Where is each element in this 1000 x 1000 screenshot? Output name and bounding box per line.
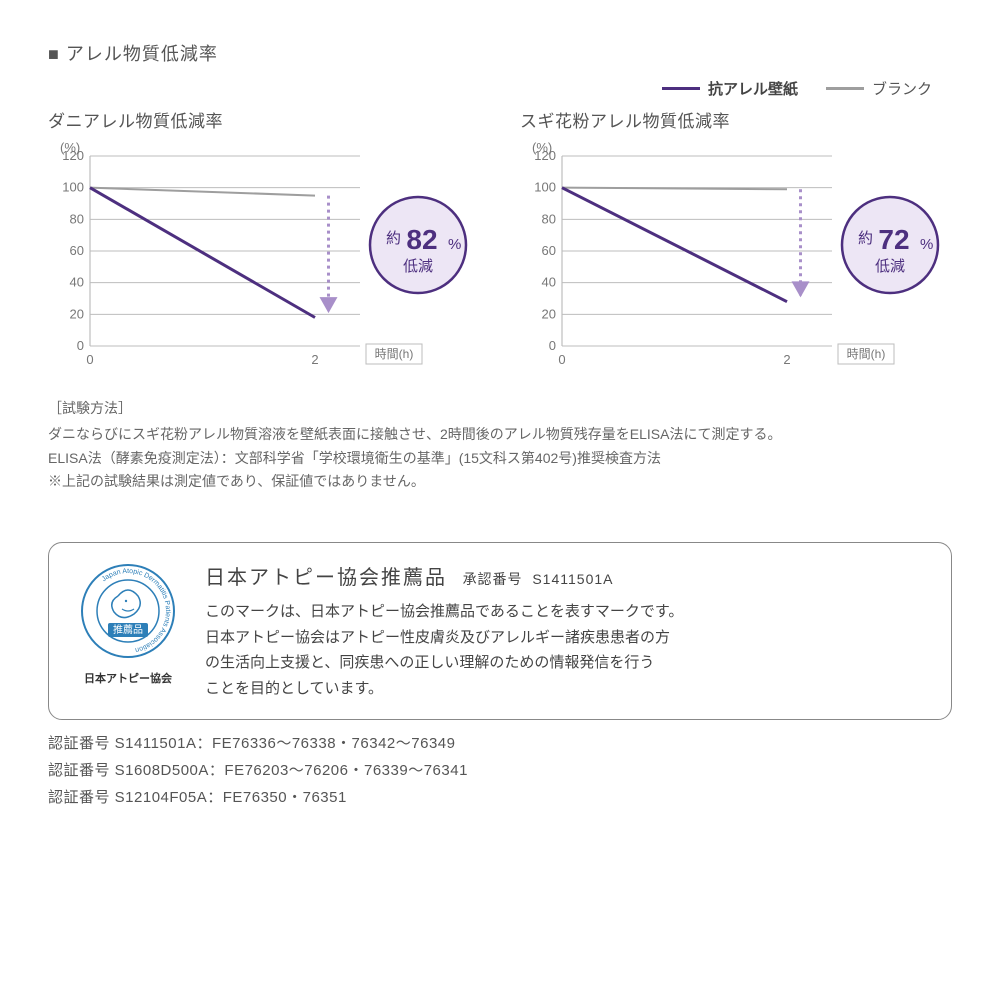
- chart-1-title: ダニアレル物質低減率: [48, 107, 480, 132]
- logo-org-label: 日本アトピー協会: [73, 670, 183, 686]
- approval-label: 承認番号 S1411501A: [463, 571, 614, 587]
- svg-text:0: 0: [86, 352, 93, 367]
- legend-label-2: ブランク: [872, 78, 932, 99]
- svg-text:40: 40: [70, 275, 84, 290]
- svg-text:約: 約: [858, 230, 873, 247]
- cert-body-1: このマークは、日本アトピー協会推薦品であることを表すマークです。: [205, 599, 927, 625]
- method-line-3: ※上記の試験結果は測定値であり、保証値ではありません。: [48, 470, 952, 494]
- legend: 抗アレル壁紙 ブランク: [48, 78, 952, 99]
- chart-2-title: スギ花粉アレル物質低減率: [520, 107, 952, 132]
- method-heading: ［試験方法］: [48, 397, 952, 421]
- svg-text:120: 120: [62, 148, 84, 163]
- cert-number-1: 認証番号 S1411501A：FE76336〜76338・76342〜76349: [48, 730, 952, 757]
- method-line-1: ダニならびにスギ花粉アレル物質溶液を壁紙表面に接触させ、2時間後のアレル物質残存…: [48, 423, 952, 447]
- chart-1: ダニアレル物質低減率 (%)02040608010012002時間(h)約82%…: [48, 107, 480, 383]
- certification-box: Japan Atopic Dermatitis Patients Associa…: [48, 542, 952, 720]
- svg-text:100: 100: [62, 180, 84, 195]
- cert-body-3: の生活向上支援と、同疾患への正しい理解のための情報発信を行う: [205, 650, 927, 676]
- svg-text:0: 0: [558, 352, 565, 367]
- method-line-2: ELISA法（酵素免疫測定法）：文部科学省「学校環境衛生の基準」(15文科ス第4…: [48, 447, 952, 471]
- svg-text:推薦品: 推薦品: [113, 623, 143, 636]
- chart-2-canvas: (%)02040608010012002時間(h)約72%低減: [520, 138, 952, 383]
- svg-text:80: 80: [70, 211, 84, 226]
- legend-label-1: 抗アレル壁紙: [708, 78, 798, 99]
- cert-number-3: 認証番号 S12104F05A：FE76350・76351: [48, 784, 952, 811]
- svg-text:0: 0: [77, 338, 84, 353]
- svg-text:%: %: [448, 236, 461, 253]
- legend-swatch-2: [826, 87, 864, 90]
- svg-text:120: 120: [534, 148, 556, 163]
- certification-logo: Japan Atopic Dermatitis Patients Associa…: [73, 561, 183, 686]
- legend-item-2: ブランク: [826, 78, 932, 99]
- svg-text:低減: 低減: [875, 258, 905, 275]
- legend-swatch-1: [662, 87, 700, 90]
- cert-body-4: ことを目的としています。: [205, 676, 927, 702]
- section-title: ■ アレル物質低減率: [48, 40, 952, 66]
- svg-text:80: 80: [542, 211, 556, 226]
- svg-text:82: 82: [406, 224, 437, 255]
- svg-text:2: 2: [783, 352, 790, 367]
- certification-heading: 日本アトピー協会推薦品 承認番号 S1411501A: [205, 561, 927, 595]
- svg-text:20: 20: [542, 306, 556, 321]
- charts-row: ダニアレル物質低減率 (%)02040608010012002時間(h)約82%…: [48, 107, 952, 383]
- atopy-logo-icon: Japan Atopic Dermatitis Patients Associa…: [78, 561, 178, 661]
- method-block: ［試験方法］ ダニならびにスギ花粉アレル物質溶液を壁紙表面に接触させ、2時間後の…: [48, 397, 952, 494]
- svg-text:時間(h): 時間(h): [375, 347, 414, 361]
- cert-body-2: 日本アトピー協会はアトピー性皮膚炎及びアレルギー諸疾患患者の方: [205, 625, 927, 651]
- certification-numbers: 認証番号 S1411501A：FE76336〜76338・76342〜76349…: [48, 730, 952, 811]
- svg-text:0: 0: [549, 338, 556, 353]
- svg-text:60: 60: [542, 243, 556, 258]
- svg-text:100: 100: [534, 180, 556, 195]
- svg-text:60: 60: [70, 243, 84, 258]
- svg-text:20: 20: [70, 306, 84, 321]
- svg-text:40: 40: [542, 275, 556, 290]
- certification-text: 日本アトピー協会推薦品 承認番号 S1411501A このマークは、日本アトピー…: [205, 561, 927, 701]
- svg-text:低減: 低減: [403, 258, 433, 275]
- cert-heading-main: 日本アトピー協会推薦品: [205, 567, 447, 589]
- chart-2: スギ花粉アレル物質低減率 (%)02040608010012002時間(h)約7…: [520, 107, 952, 383]
- legend-item-1: 抗アレル壁紙: [662, 78, 798, 99]
- cert-number-2: 認証番号 S1608D500A：FE76203〜76206・76339〜7634…: [48, 757, 952, 784]
- chart-1-canvas: (%)02040608010012002時間(h)約82%低減: [48, 138, 480, 383]
- svg-text:2: 2: [311, 352, 318, 367]
- svg-text:72: 72: [878, 224, 909, 255]
- svg-text:約: 約: [386, 230, 401, 247]
- svg-text:時間(h): 時間(h): [847, 347, 886, 361]
- svg-text:%: %: [920, 236, 933, 253]
